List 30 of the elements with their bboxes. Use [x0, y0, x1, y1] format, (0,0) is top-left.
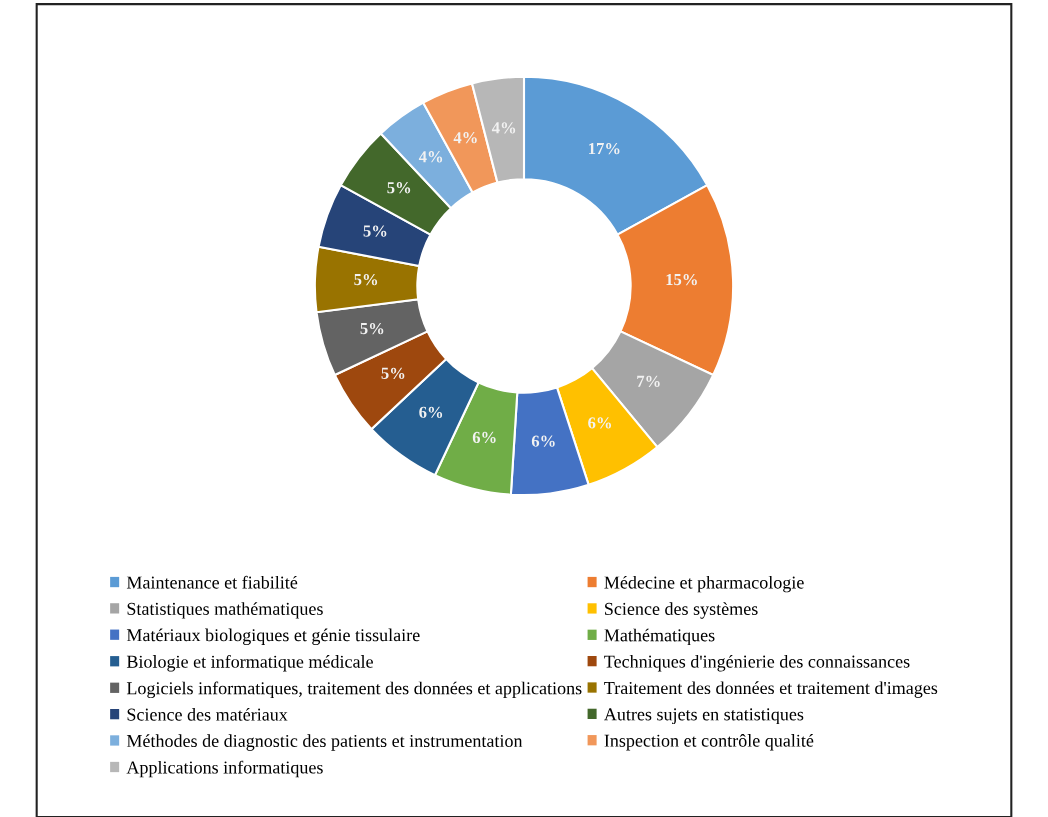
data-label: 5% [354, 273, 378, 286]
data-label: 6% [472, 431, 496, 444]
legend-label: Mathématiques [604, 628, 715, 646]
legend-label: Logiciels informatiques, traitement des données et applications [126, 681, 582, 699]
legend-label: Biologie et informatique médicale [126, 654, 373, 672]
legend-label: Applications informatiques [126, 760, 323, 778]
data-label: 17% [589, 142, 620, 155]
legend-label: Maintenance et fiabilité [126, 575, 298, 589]
data-label: 4% [418, 151, 443, 163]
data-label: 6% [531, 435, 555, 447]
data-label: 5% [360, 322, 384, 335]
data-label: 4% [491, 122, 516, 134]
data-label: 6% [588, 417, 612, 429]
data-label: 7% [637, 375, 660, 387]
legend-label: Médecine et pharmacologie [604, 575, 804, 593]
legend-label: Matériaux biologiques et génie tissulaire [126, 628, 420, 646]
legend-label: Traitement des données et traitement d'images [604, 681, 938, 698]
legend-label: Autres sujets en statistiques [604, 708, 804, 725]
legend-label: Méthodes de diagnostic des patients et instrumentation [126, 734, 523, 751]
legend-label: Statistiques mathématiques [127, 602, 323, 619]
legend-label: Techniques d'ingénierie des connaissances [604, 654, 910, 672]
data-label: 6% [419, 406, 443, 418]
data-label: 5% [363, 225, 387, 237]
legend-label: Science des systèmes [605, 602, 758, 619]
legend-label: Inspection et contrôle qualité [604, 734, 814, 751]
data-label: 5% [381, 367, 405, 379]
data-label: 4% [453, 132, 477, 144]
data-label: 5% [387, 182, 411, 194]
legend-label: Science des matériaux [127, 707, 288, 721]
data-label: 15% [666, 273, 697, 286]
